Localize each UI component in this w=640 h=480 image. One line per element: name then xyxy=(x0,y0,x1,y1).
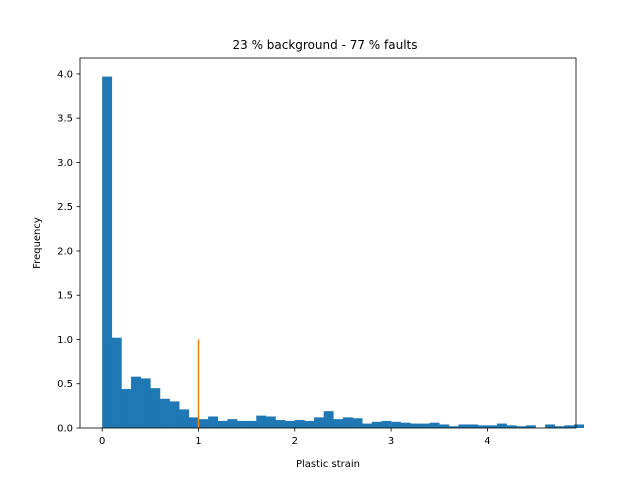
histogram-bar xyxy=(574,424,584,428)
histogram-bar xyxy=(188,417,199,428)
histogram-bar xyxy=(487,425,498,428)
y-tick-label: 3.0 xyxy=(57,158,73,169)
histogram-bar xyxy=(497,423,507,428)
histogram-bar xyxy=(400,422,411,428)
histogram-bar xyxy=(256,415,267,428)
histogram-bar xyxy=(458,424,469,428)
histogram-bar xyxy=(525,425,536,428)
y-tick-label: 2.5 xyxy=(57,202,73,213)
histogram-bar xyxy=(294,420,305,428)
histogram-bar xyxy=(304,420,315,428)
histogram-bar xyxy=(131,376,141,428)
histogram-bar xyxy=(448,426,459,428)
histogram-bar xyxy=(217,420,228,428)
y-tick-label: 1.5 xyxy=(57,291,73,302)
histogram-bar xyxy=(236,420,247,428)
histogram-bar xyxy=(208,416,219,428)
x-tick-label: 3 xyxy=(388,436,394,447)
histogram-bar xyxy=(121,389,132,428)
histogram-bar xyxy=(227,419,238,428)
histogram-bar xyxy=(342,417,353,428)
histogram-bar xyxy=(275,420,286,428)
x-tick-label: 4 xyxy=(484,436,490,447)
histogram-bar xyxy=(362,423,373,428)
x-tick-label: 0 xyxy=(99,436,105,447)
histogram-bar xyxy=(179,409,190,428)
histogram-bar xyxy=(285,420,296,428)
x-tick-label: 1 xyxy=(195,436,201,447)
chart-title: 23 % background - 77 % faults xyxy=(232,38,417,52)
y-tick-label: 4.0 xyxy=(57,69,73,80)
x-tick-label: 2 xyxy=(292,436,298,447)
histogram-bar xyxy=(352,418,363,428)
histogram-bar xyxy=(323,411,334,428)
histogram-bar xyxy=(477,425,488,428)
histogram-bar xyxy=(371,421,382,428)
y-tick-label: 2.0 xyxy=(57,246,73,257)
histogram-bars xyxy=(102,76,584,428)
histogram-bar xyxy=(150,388,161,428)
histogram-bar xyxy=(198,419,209,428)
histogram-bar xyxy=(246,420,257,428)
histogram-bar xyxy=(564,425,575,428)
histogram-bar xyxy=(159,398,170,428)
histogram-bar xyxy=(429,422,440,428)
histogram-bar xyxy=(169,401,180,428)
histogram-bar xyxy=(506,425,517,428)
histogram-bar xyxy=(410,423,421,428)
histogram-bar xyxy=(545,424,556,428)
y-tick-label: 1.0 xyxy=(57,335,73,346)
x-axis-ticks: 0 1 2 3 4 xyxy=(99,428,491,447)
histogram-bar xyxy=(516,426,527,428)
histogram-bar xyxy=(468,424,479,428)
histogram-bar xyxy=(419,423,430,428)
y-tick-label: 0.0 xyxy=(57,424,73,435)
histogram-bar xyxy=(265,416,276,428)
y-tick-label: 0.5 xyxy=(57,379,73,390)
x-axis-label: Plastic strain xyxy=(296,459,360,470)
histogram-bar xyxy=(381,420,392,428)
histogram-bar xyxy=(111,337,122,428)
histogram-bar xyxy=(439,424,450,428)
y-axis-ticks: 0.0 0.5 1.0 1.5 2.0 2.5 3.0 3.5 4.0 xyxy=(57,69,80,435)
histogram-bar xyxy=(314,417,324,428)
histogram-bar xyxy=(140,378,151,428)
y-axis-label: Frequency xyxy=(32,217,43,269)
histogram-bar xyxy=(102,76,113,428)
plot-frame xyxy=(79,57,577,429)
histogram-bar xyxy=(554,426,565,428)
histogram-bar xyxy=(391,421,402,428)
histogram-bar xyxy=(333,419,344,428)
y-tick-label: 3.5 xyxy=(57,114,73,125)
